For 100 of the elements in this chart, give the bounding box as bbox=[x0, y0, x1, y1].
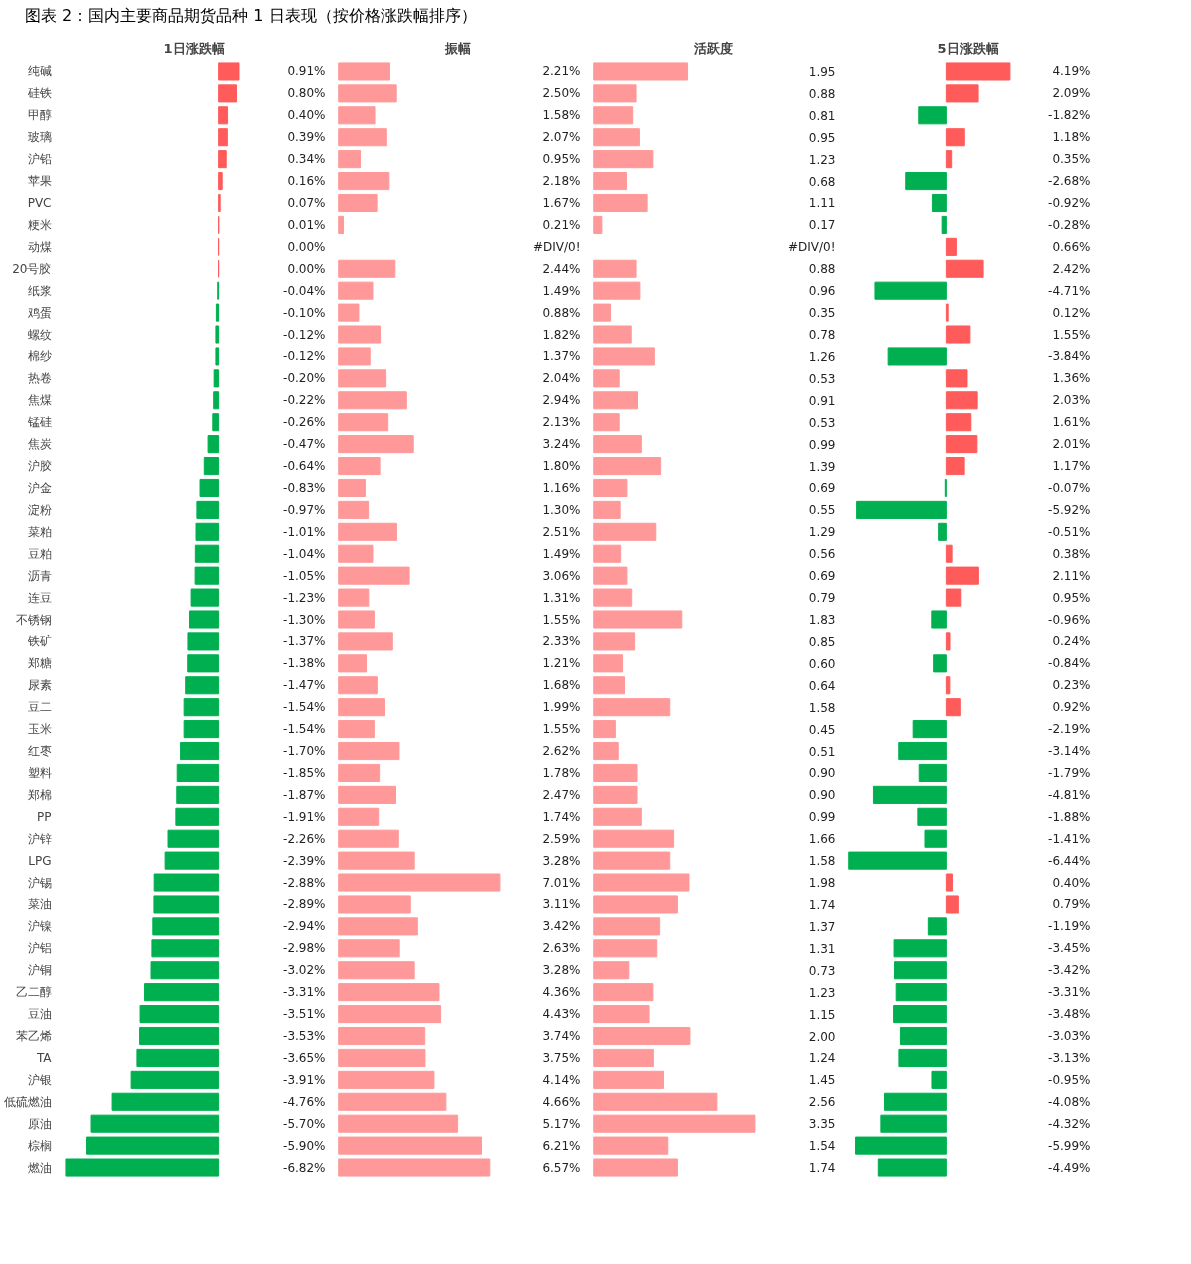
data-label: -1.01% bbox=[283, 524, 326, 539]
y-tick-label: 沪胶 bbox=[27, 458, 52, 473]
bar bbox=[139, 1004, 220, 1023]
bar bbox=[945, 62, 1011, 81]
data-label: -0.20% bbox=[283, 371, 326, 386]
data-label: 0.79% bbox=[1052, 897, 1091, 912]
bar bbox=[593, 369, 620, 388]
data-label: 0.45 bbox=[808, 722, 836, 737]
data-label: 1.74 bbox=[808, 1160, 836, 1175]
data-label: -3.65% bbox=[283, 1050, 326, 1065]
y-tick-label: 沪金 bbox=[27, 480, 52, 495]
y-tick-label: 铁矿 bbox=[26, 634, 52, 649]
data-label: -6.44% bbox=[1048, 853, 1091, 868]
bar bbox=[338, 434, 414, 454]
bar bbox=[176, 763, 220, 782]
bar bbox=[338, 829, 399, 848]
chart-title: 图表 2：国内主要商品期货品种 1 日表现（按价格涨跌幅排序） bbox=[25, 5, 477, 27]
bar bbox=[945, 895, 959, 914]
bar bbox=[111, 1092, 220, 1111]
data-label: 0.35% bbox=[1052, 151, 1091, 166]
y-tick-label: 塑料 bbox=[27, 765, 52, 780]
y-tick-label: 苯乙烯 bbox=[15, 1028, 52, 1043]
data-label: 1.83 bbox=[808, 612, 836, 627]
bar bbox=[593, 1136, 669, 1155]
chart-title: 活跃度 bbox=[692, 40, 733, 56]
data-label: 4.66% bbox=[542, 1094, 581, 1109]
bar bbox=[894, 961, 947, 980]
data-label: 0.12% bbox=[1052, 305, 1091, 320]
data-label: 1.37 bbox=[808, 919, 836, 934]
y-tick-label: 豆二 bbox=[27, 700, 52, 715]
data-label: 0.40% bbox=[287, 108, 326, 123]
bar bbox=[338, 895, 411, 914]
data-label: 5.17% bbox=[542, 1116, 581, 1131]
y-tick-label: 尿素 bbox=[27, 678, 52, 693]
data-label: 1.67% bbox=[542, 195, 581, 210]
data-label: 0.51 bbox=[808, 744, 836, 759]
data-label: -1.04% bbox=[283, 546, 326, 561]
bar bbox=[151, 939, 220, 958]
bar bbox=[187, 654, 220, 673]
bar bbox=[924, 829, 947, 848]
data-label: 2.00 bbox=[808, 1029, 836, 1044]
bar bbox=[593, 697, 671, 717]
data-label: 1.61% bbox=[1052, 415, 1091, 430]
y-tick-label: 沥青 bbox=[27, 568, 52, 583]
data-label: -5.99% bbox=[1048, 1138, 1091, 1153]
bar bbox=[945, 369, 968, 388]
data-label: -1.91% bbox=[283, 809, 326, 824]
data-label: -1.88% bbox=[1048, 809, 1091, 824]
bar bbox=[338, 325, 382, 344]
data-label: 0.85 bbox=[808, 634, 836, 649]
data-label: 0.68 bbox=[808, 174, 836, 189]
data-label: 0.56 bbox=[808, 547, 836, 562]
data-label: 0.99 bbox=[808, 437, 836, 452]
data-label: 0.95% bbox=[1052, 590, 1091, 605]
bar bbox=[338, 106, 376, 125]
bar bbox=[338, 281, 374, 300]
data-label: 1.21% bbox=[542, 656, 581, 671]
bar bbox=[215, 325, 220, 344]
bar bbox=[945, 149, 953, 169]
data-label: -5.90% bbox=[283, 1138, 326, 1153]
bar bbox=[338, 84, 397, 103]
bar bbox=[593, 128, 640, 147]
bar bbox=[215, 347, 220, 366]
data-label: 2.94% bbox=[542, 393, 581, 408]
data-label: 0.91 bbox=[808, 393, 836, 408]
bar bbox=[195, 522, 220, 541]
bar bbox=[945, 237, 957, 256]
data-label: -1.37% bbox=[283, 634, 326, 649]
bar bbox=[338, 522, 397, 541]
bar bbox=[150, 961, 220, 980]
bar bbox=[152, 917, 220, 936]
bar bbox=[183, 719, 220, 738]
bar bbox=[893, 939, 947, 958]
bar bbox=[338, 62, 391, 81]
bar bbox=[593, 522, 657, 541]
bar bbox=[898, 741, 947, 760]
bar bbox=[338, 719, 375, 738]
bar bbox=[338, 939, 400, 958]
bar bbox=[898, 1048, 947, 1067]
data-label: 0.53 bbox=[808, 371, 836, 386]
data-label: 0.69 bbox=[808, 569, 836, 583]
bar bbox=[338, 588, 370, 607]
bar bbox=[593, 259, 637, 278]
y-tick-label: 原油 bbox=[27, 1116, 52, 1131]
bar bbox=[207, 434, 220, 454]
data-label: 0.55 bbox=[808, 503, 836, 518]
data-label: -0.04% bbox=[283, 283, 326, 298]
bar bbox=[945, 697, 961, 717]
bar bbox=[212, 413, 220, 432]
bar bbox=[338, 654, 368, 673]
y-tick-label: 玻璃 bbox=[27, 130, 52, 145]
y-tick-label: 淀粉 bbox=[27, 502, 52, 517]
bar bbox=[593, 676, 626, 695]
bar bbox=[593, 895, 678, 914]
bar bbox=[593, 544, 622, 563]
data-label: 0.34% bbox=[287, 151, 326, 166]
bar bbox=[593, 917, 661, 936]
bar bbox=[338, 1070, 435, 1089]
bar bbox=[338, 391, 407, 410]
text: #DIV/0! bbox=[532, 239, 581, 254]
